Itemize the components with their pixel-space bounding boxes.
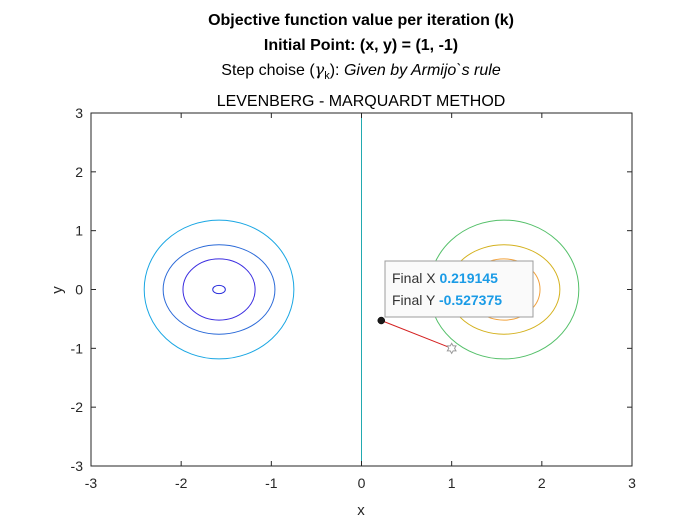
y-tick-label: 2	[75, 164, 83, 180]
contour-left-4	[143, 219, 295, 360]
x-tick-label: -1	[265, 475, 278, 491]
datatip[interactable]: Final X 0.219145 Final Y -0.527375	[384, 260, 534, 318]
title-line-2: Initial Point: (x, y) = (1, -1)	[264, 37, 458, 54]
x-tick-label: 0	[358, 475, 366, 491]
x-tick-label: 1	[448, 475, 456, 491]
y-tick-label: 1	[75, 223, 83, 239]
y-tick-label: -3	[71, 458, 84, 474]
x-axis-label: x	[357, 502, 365, 519]
y-tick-label: -1	[71, 340, 84, 356]
contour-left-2	[182, 258, 256, 321]
datatip-box	[384, 260, 534, 318]
marks-layer	[377, 316, 457, 355]
datatip-x-label: Final X	[392, 270, 436, 286]
datatip-x-row: Final X 0.219145	[392, 270, 498, 286]
title-line-3-symbol: γ	[315, 60, 325, 79]
x-tick-label: 3	[628, 475, 636, 491]
title-line-3: Step choise (γk): Given by Armijo`s rule	[221, 60, 501, 82]
y-tick-label: -2	[71, 399, 84, 415]
y-axis-label: y	[49, 286, 66, 294]
ticks-layer: -3 -2 -1 0 1 2 3 -3 -2 -1 0 1 2 3	[71, 105, 637, 491]
datatip-y-row: Final Y -0.527375	[392, 292, 502, 308]
datatip-y-label: Final Y	[392, 292, 436, 308]
title-line-1: Objective function value per iteration (…	[208, 12, 514, 29]
title-line-3-prefix: Step choise (	[221, 62, 315, 79]
datatip-x-value: 0.219145	[439, 270, 498, 286]
x-tick-label: -3	[85, 475, 98, 491]
iteration-path	[381, 320, 452, 349]
y-tick-label: 0	[75, 282, 83, 298]
contour-left-1	[212, 284, 226, 295]
contour-left-3	[162, 244, 276, 335]
x-tick-label: -2	[175, 475, 188, 491]
title-line-3-suffix: ):	[330, 62, 340, 79]
final-point-marker	[377, 316, 386, 325]
x-tick-label: 2	[538, 475, 546, 491]
datatip-y-value: -0.527375	[439, 292, 502, 308]
y-tick-label: 3	[75, 105, 83, 121]
start-point-marker	[446, 342, 457, 355]
title-line-3-subscript: k	[324, 70, 330, 82]
title-line-3-italic: Given by Armijo`s rule	[344, 62, 501, 79]
title-line-4: LEVENBERG - MARQUARDT METHOD	[217, 93, 506, 110]
